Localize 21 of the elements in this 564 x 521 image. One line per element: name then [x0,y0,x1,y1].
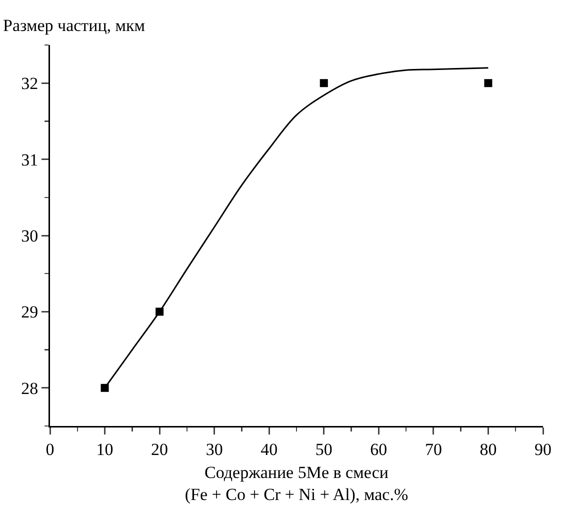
x-axis-title: Содержание 5Me в смеси (Fe + Co + Cr + Ni + Al), мас.% [184,463,408,504]
x-tick-label: 0 [46,440,54,459]
y-tick-label: 28 [21,378,38,398]
point [100,384,109,392]
x-tick-label: 40 [260,440,278,459]
point [484,79,492,88]
y-tick-label: 32 [21,74,38,94]
y-axis-title: Размер частиц, мкм [3,16,146,35]
y-tick-label: 31 [21,150,38,170]
x-tick-label: 20 [151,440,168,459]
x-tick-label: 30 [206,440,223,459]
point [156,308,164,316]
x-tick-label: 10 [96,440,114,459]
x-tick-label: 70 [424,440,442,459]
point [320,79,328,88]
x-tick-label: 50 [315,440,332,459]
x-tick-label: 60 [370,440,388,459]
x-tick-label: 90 [534,440,552,459]
y-tick-label: 30 [21,226,38,246]
x-tick-label: 80 [480,440,497,459]
y-tick-label: 29 [21,302,38,322]
